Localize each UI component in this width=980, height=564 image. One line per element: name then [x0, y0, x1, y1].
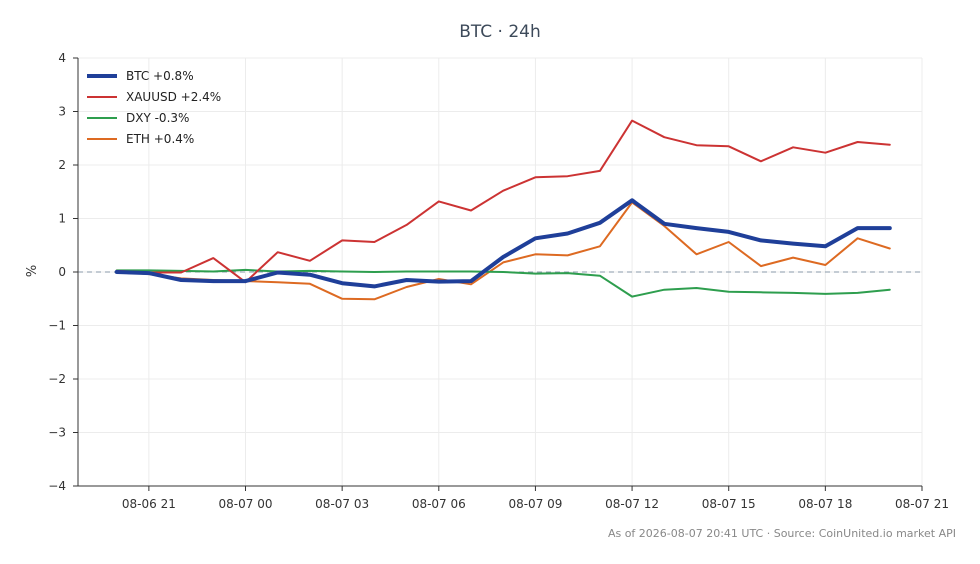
y-tick-label: 0: [58, 265, 66, 279]
x-tick-label: 08-07 18: [798, 497, 852, 511]
y-tick-label: −3: [48, 426, 66, 440]
axes: 4 3 2 1 0 −1 −2 −3 −4 08-06 21 08-07 00 08-07 03 08-…: [48, 51, 949, 511]
series-line-0: [114, 198, 892, 289]
y-tick-label: −1: [48, 319, 66, 333]
y-axis-label: %: [25, 265, 40, 277]
x-tick-label: 08-07 00: [219, 497, 273, 511]
x-tick-label: 08-07 06: [412, 497, 466, 511]
legend-label: ETH +0.4%: [126, 132, 194, 146]
y-tick-label: 2: [58, 158, 66, 172]
legend: BTC +0.8% XAUUSD +2.4% DXY -0.3% ETH +0.4%: [87, 69, 221, 146]
x-tick-label: 08-06 21: [122, 497, 176, 511]
legend-label: BTC +0.8%: [126, 69, 194, 83]
legend-label: DXY -0.3%: [126, 111, 189, 125]
x-tick-label: 08-07 09: [508, 497, 562, 511]
series-layer: [114, 119, 892, 301]
legend-label: XAUUSD +2.4%: [126, 90, 221, 104]
x-tick-label: 08-07 15: [702, 497, 756, 511]
y-tick-label: −4: [48, 479, 66, 493]
y-tick-label: 4: [58, 51, 66, 65]
x-tick-label: 08-07 12: [605, 497, 659, 511]
x-tick-label: 08-07 03: [315, 497, 369, 511]
y-tick-label: 1: [58, 212, 66, 226]
y-tick-label: 3: [58, 105, 66, 119]
footer-source: As of 2026-08-07 20:41 UTC · Source: Coi…: [607, 527, 956, 540]
y-tick-label: −2: [48, 372, 66, 386]
x-tick-label: 08-07 21: [895, 497, 949, 511]
chart-title: BTC · 24h: [459, 22, 541, 42]
series-line-2: [115, 268, 891, 298]
series-line-3: [115, 201, 891, 301]
